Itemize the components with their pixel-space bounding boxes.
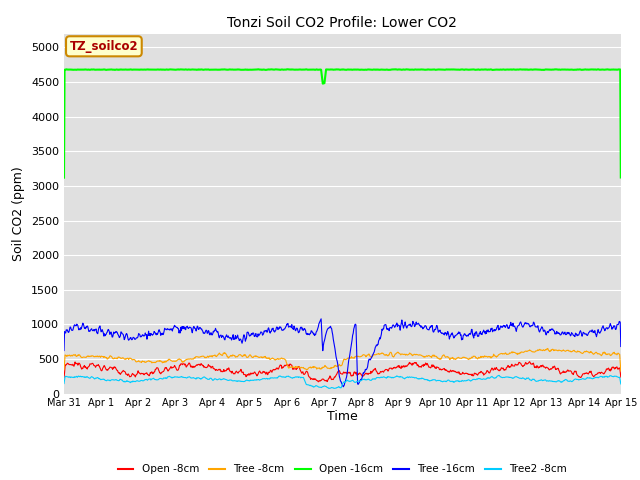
Y-axis label: Soil CO2 (ppm): Soil CO2 (ppm): [12, 166, 26, 261]
X-axis label: Time: Time: [327, 410, 358, 423]
Text: TZ_soilco2: TZ_soilco2: [70, 40, 138, 53]
Title: Tonzi Soil CO2 Profile: Lower CO2: Tonzi Soil CO2 Profile: Lower CO2: [227, 16, 458, 30]
Legend: Open -8cm, Tree -8cm, Open -16cm, Tree -16cm, Tree2 -8cm: Open -8cm, Tree -8cm, Open -16cm, Tree -…: [113, 460, 572, 479]
